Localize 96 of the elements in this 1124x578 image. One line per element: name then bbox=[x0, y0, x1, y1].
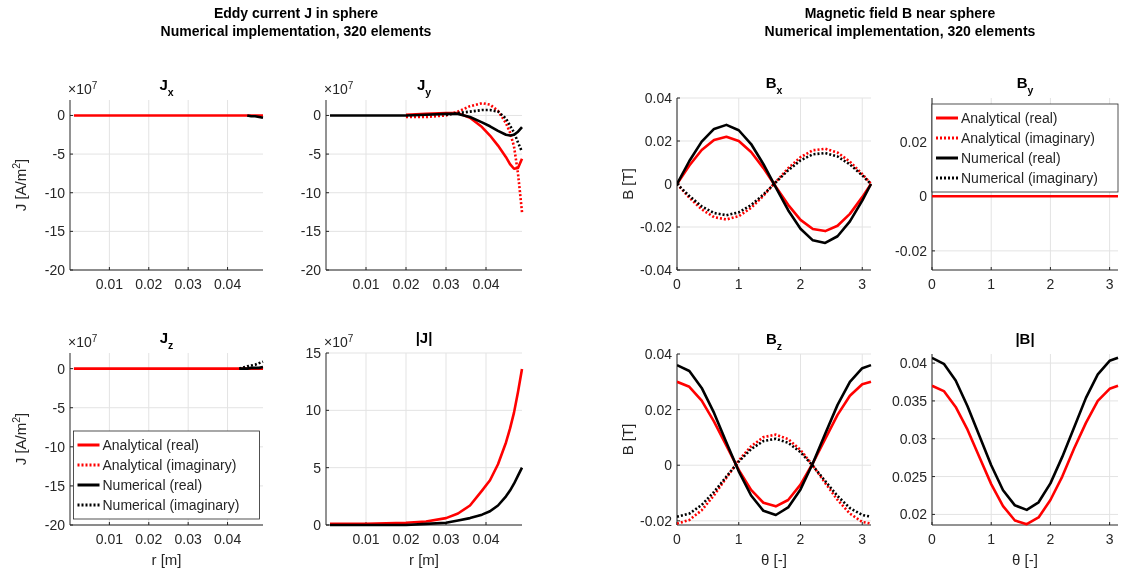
y-tick-label: -15 bbox=[300, 223, 322, 240]
x-tick-label: 3 bbox=[858, 531, 867, 547]
y-axis-title: B [T] bbox=[619, 168, 636, 200]
y-tick-label: -15 bbox=[44, 477, 66, 494]
x-tick-label: 2 bbox=[796, 276, 805, 292]
x-tick-label: 0.03 bbox=[432, 276, 460, 292]
y-tick-label: -5 bbox=[52, 399, 66, 416]
x-tick-label: 0.03 bbox=[174, 531, 202, 547]
y-tick-label: -10 bbox=[44, 438, 66, 455]
legend-label: Numerical (imaginary) bbox=[102, 497, 240, 513]
text: ×10$^{7}$ bbox=[68, 79, 98, 97]
text: ×10$^{7}$ bbox=[324, 79, 354, 97]
legend-label: Analytical (imaginary) bbox=[102, 457, 237, 473]
x-tick-label: 2 bbox=[1046, 531, 1055, 547]
x-tick-label: 0.02 bbox=[135, 276, 163, 292]
y-tick-label: 0.02 bbox=[644, 401, 673, 418]
y-tick-label: -20 bbox=[300, 262, 322, 278]
legend-label: Analytical (real) bbox=[961, 110, 1058, 126]
x-tick-label: 1 bbox=[734, 276, 743, 292]
y-tick-label: -0.02 bbox=[640, 512, 673, 529]
y-tick-label: 0 bbox=[664, 457, 673, 474]
legend-label: Numerical (real) bbox=[961, 150, 1061, 166]
line-series bbox=[932, 356, 1120, 512]
y-tick-label: 0.03 bbox=[899, 430, 928, 447]
text: Eddy current J in sphere bbox=[213, 5, 379, 21]
chart-title: B$_{x}$ bbox=[765, 74, 783, 96]
y-tick-label: 0 bbox=[57, 107, 66, 124]
y-tick-label: 0.02 bbox=[899, 506, 928, 523]
x-tick-label: 0.01 bbox=[352, 531, 380, 547]
y-tick-label: -0.04 bbox=[640, 262, 673, 278]
chart-title: |B| bbox=[1015, 330, 1035, 347]
x-tick-label: 0.04 bbox=[213, 276, 242, 292]
x-tick-label: 0.02 bbox=[392, 276, 420, 292]
x-tick-label: 3 bbox=[858, 276, 867, 292]
x-tick-label: 0.02 bbox=[135, 531, 163, 547]
y-tick-label: 0 bbox=[664, 176, 673, 192]
legend-label: Analytical (imaginary) bbox=[961, 130, 1095, 146]
text: Numerical implementation, 320 elements bbox=[764, 23, 1036, 39]
x-tick-label: 0.01 bbox=[352, 276, 380, 292]
y-tick-label: -10 bbox=[44, 184, 66, 201]
y-axis-title: B [T] bbox=[619, 423, 636, 456]
y-tick-label: 0.025 bbox=[891, 468, 928, 485]
x-tick-label: 1 bbox=[987, 531, 996, 547]
text: Magnetic field B near sphere bbox=[804, 5, 996, 21]
x-axis-title: r [m] bbox=[151, 551, 182, 568]
line-series bbox=[677, 363, 873, 517]
y-tick-label: -0.02 bbox=[895, 242, 928, 259]
y-tick-label: 5 bbox=[313, 459, 322, 476]
x-tick-label: 1 bbox=[987, 276, 996, 292]
x-tick-label: 0.04 bbox=[472, 276, 500, 292]
y-tick-label: 10 bbox=[305, 402, 322, 419]
x-tick-label: 2 bbox=[1046, 276, 1055, 292]
legend-label: Analytical (real) bbox=[102, 437, 199, 453]
y-tick-label: -20 bbox=[44, 517, 66, 533]
y-tick-label: -5 bbox=[52, 146, 66, 163]
y-tick-label: -15 bbox=[44, 223, 66, 240]
text: Numerical implementation, 320 elements bbox=[160, 23, 432, 39]
text: ×10$^{7}$ bbox=[68, 332, 98, 350]
chart-title: |J| bbox=[415, 329, 433, 346]
y-tick-label: 0 bbox=[57, 360, 66, 377]
x-tick-label: 1 bbox=[734, 531, 743, 547]
y-tick-label: 0.04 bbox=[644, 346, 673, 362]
x-tick-label: 0.03 bbox=[174, 276, 202, 292]
x-tick-label: 0.02 bbox=[392, 531, 420, 547]
y-tick-label: -0.02 bbox=[640, 219, 673, 235]
chart-title: B$_{z}$ bbox=[765, 330, 783, 352]
x-axis-title: θ [-] bbox=[761, 551, 787, 568]
y-tick-label: 0 bbox=[919, 188, 928, 205]
legend-label: Numerical (real) bbox=[102, 477, 203, 493]
y-tick-label: 0 bbox=[313, 517, 322, 533]
chart-title: J$_{z}$ bbox=[159, 329, 174, 351]
legend-label: Numerical (imaginary) bbox=[961, 170, 1098, 186]
x-tick-label: 2 bbox=[796, 531, 805, 547]
y-tick-label: 0.04 bbox=[644, 90, 673, 106]
x-tick-label: 3 bbox=[1105, 276, 1114, 292]
y-tick-label: 0.035 bbox=[891, 392, 928, 409]
y-tick-label: 0.04 bbox=[899, 355, 928, 372]
x-axis-title: r [m] bbox=[409, 551, 439, 568]
y-tick-label: 0.02 bbox=[899, 133, 928, 150]
x-tick-label: 0.04 bbox=[213, 531, 242, 547]
y-tick-label: -20 bbox=[44, 262, 66, 278]
x-tick-label: 0.04 bbox=[472, 531, 500, 547]
chart-title: B$_{y}$ bbox=[1016, 74, 1034, 96]
x-tick-label: 0.01 bbox=[95, 276, 124, 292]
y-tick-label: 0 bbox=[313, 107, 322, 124]
x-tick-label: 0.01 bbox=[95, 531, 124, 547]
x-axis-title: θ [-] bbox=[1012, 551, 1038, 568]
text: ×10$^{7}$ bbox=[324, 332, 354, 350]
y-tick-label: -5 bbox=[308, 146, 322, 163]
chart-title: J$_{y}$ bbox=[416, 76, 432, 98]
y-tick-label: -10 bbox=[300, 184, 322, 201]
chart-title: J$_{x}$ bbox=[159, 76, 174, 98]
x-tick-label: 0.03 bbox=[432, 531, 460, 547]
y-tick-label: 15 bbox=[305, 345, 322, 361]
x-tick-label: 3 bbox=[1105, 531, 1114, 547]
y-tick-label: 0.02 bbox=[644, 133, 673, 149]
